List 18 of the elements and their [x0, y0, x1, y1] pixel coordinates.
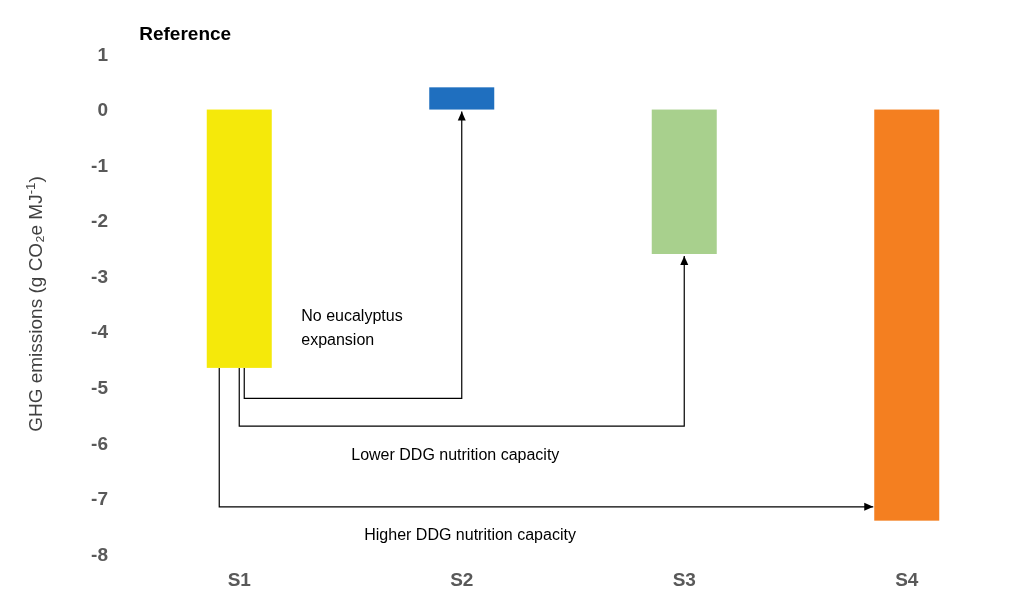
y-tick-label: 0 — [97, 99, 108, 121]
x-tick-label: S1 — [227, 569, 252, 590]
y-tick-label: -1 — [91, 154, 109, 176]
y-tick-label: -2 — [91, 210, 108, 232]
y-tick-label: -4 — [91, 321, 109, 343]
y-tick-label: -5 — [91, 376, 109, 398]
text: Reference — [139, 23, 232, 44]
x-tick-label: S3 — [672, 569, 696, 590]
annotation: Lower DDG nutrition capacity — [351, 445, 560, 463]
y-tick-label: -6 — [91, 432, 108, 454]
y-tick-label: 1 — [97, 43, 109, 65]
annotation: Higher DDG nutrition capacity — [364, 526, 576, 544]
y-tick-label: -3 — [91, 265, 108, 287]
x-tick-label: S4 — [895, 569, 919, 590]
y-tick-label: -8 — [91, 543, 108, 565]
annotation: No eucalyptus expansion — [301, 306, 403, 349]
y-tick-label: -7 — [91, 488, 108, 510]
x-tick-label: S2 — [450, 569, 474, 590]
